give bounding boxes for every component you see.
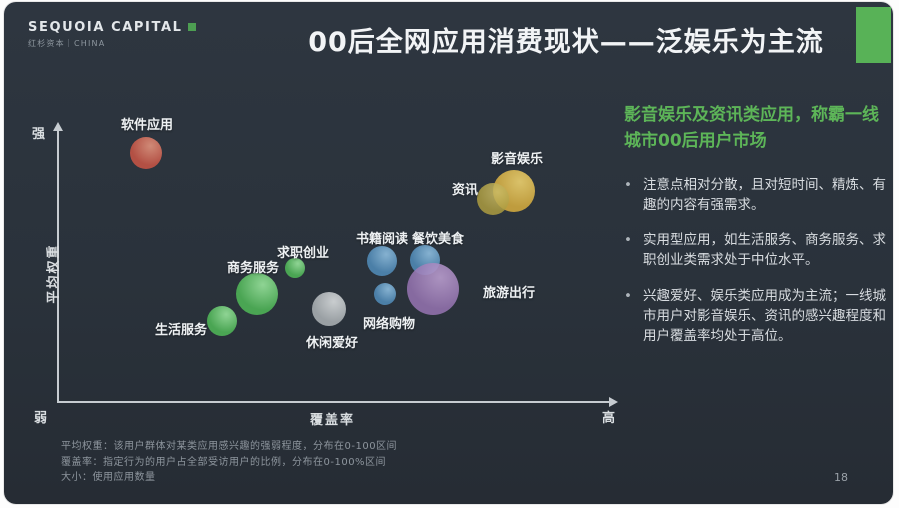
bubble-label-生活服务: 生活服务: [154, 323, 208, 338]
accent-bar: [856, 7, 891, 63]
bubble-label-商务服务: 商务服务: [226, 261, 280, 276]
bubble-label-餐饮美食: 餐饮美食: [411, 232, 465, 247]
bullet-text: 兴趣爱好、娱乐类应用成为主流；一线城市用户对影音娱乐、资讯的感兴趣程度和用户覆盖…: [642, 287, 886, 345]
bubble-label-软件应用: 软件应用: [120, 118, 174, 133]
slide-title: 00后全网应用消费现状——泛娱乐为主流: [308, 27, 824, 58]
y-axis-line: [57, 130, 59, 403]
bullet-dot-icon: •: [624, 232, 632, 249]
bullet-text: 实用型应用，如生活服务、商务服务、求职创业类需求处于中位水平。: [642, 232, 886, 269]
insight-panel: 影音娱乐及资讯类应用，称霸一线城市00后用户市场 • 注意点相对分散，且对短时间、…: [624, 102, 888, 361]
footnote: 平均权重：该用户群体对某类应用感兴趣的强弱程度，分布在0-100区间: [61, 441, 398, 452]
footnote-list: 平均权重：该用户群体对某类应用感兴趣的强弱程度，分布在0-100区间 覆盖率：指定…: [61, 439, 397, 486]
bubble-网络购物: [374, 283, 396, 305]
bullet-dot-icon: •: [624, 287, 632, 304]
bubble-影音娱乐: [493, 170, 535, 212]
page-number: 18: [834, 471, 848, 484]
bubble-书籍阅读: [367, 246, 397, 276]
footnote: 大小：使用应用数量: [61, 472, 156, 483]
y-axis-title: 平均权重: [46, 243, 62, 304]
slide: SEQUOIA CAPITAL 红杉资本｜CHINA 00后全网应用消费现状——…: [4, 2, 893, 504]
bullet-text: 注意点相对分散，且对短时间、精炼、有趣的内容有强需求。: [642, 176, 886, 213]
x-axis-max-label: 高: [602, 411, 616, 426]
bubble-求职创业: [285, 258, 305, 278]
bubble-label-影音娱乐: 影音娱乐: [490, 152, 544, 167]
logo-wordmark: SEQUOIA CAPITAL: [28, 20, 183, 35]
bubble-软件应用: [130, 137, 162, 169]
x-axis-title: 覆盖率: [310, 413, 356, 428]
bubble-生活服务: [207, 306, 237, 336]
x-axis-arrow-icon: [609, 397, 618, 407]
logo-square-icon: [187, 22, 196, 31]
insight-bullet: • 兴趣爱好、娱乐类应用成为主流；一线城市用户对影音娱乐、资讯的感兴趣程度和用户覆…: [624, 286, 888, 347]
bubble-旅游出行: [407, 263, 459, 315]
y-axis-max-label: 强: [32, 127, 46, 142]
bubble-label-网络购物: 网络购物: [362, 317, 416, 332]
insight-bullet-list: • 注意点相对分散，且对短时间、精炼、有趣的内容有强需求。 • 实用型应用，如生活服务…: [624, 175, 888, 347]
bubble-商务服务: [236, 273, 278, 315]
bubble-资讯: [477, 183, 509, 215]
sequoia-logo: SEQUOIA CAPITAL 红杉资本｜CHINA: [28, 16, 196, 49]
insight-bullet: • 实用型应用，如生活服务、商务服务、求职创业类需求处于中位水平。: [624, 230, 888, 271]
logo-subtitle: 红杉资本｜CHINA: [28, 39, 106, 48]
insight-heading: 影音娱乐及资讯类应用，称霸一线城市00后用户市场: [624, 105, 879, 152]
bubble-label-休闲爱好: 休闲爱好: [305, 336, 359, 351]
bubble-label-求职创业: 求职创业: [276, 246, 330, 261]
bubble-餐饮美食: [410, 245, 440, 275]
bubble-label-旅游出行: 旅游出行: [482, 286, 536, 301]
insight-bullet: • 注意点相对分散，且对短时间、精炼、有趣的内容有强需求。: [624, 175, 888, 216]
y-axis-arrow-icon: [53, 122, 63, 131]
bubble-label-书籍阅读: 书籍阅读: [355, 232, 409, 247]
bubble-label-资讯: 资讯: [451, 183, 479, 198]
footnote: 覆盖率：指定行为的用户占全部受访用户的比例，分布在0-100%区间: [61, 456, 387, 468]
bullet-dot-icon: •: [624, 176, 632, 193]
axis-min-label: 弱: [34, 411, 48, 426]
bubble-休闲爱好: [312, 292, 346, 326]
x-axis-line: [57, 401, 611, 403]
